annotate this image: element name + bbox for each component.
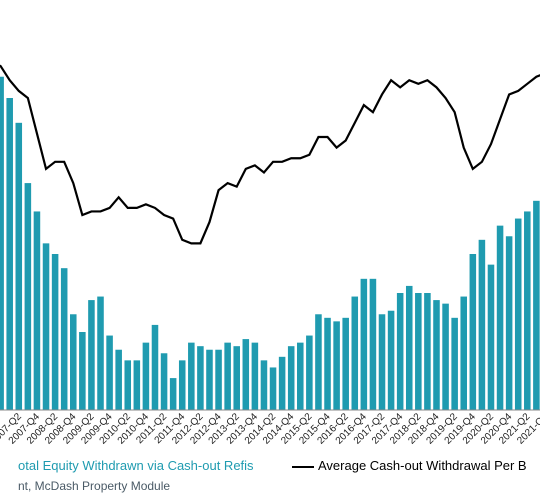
legend-bars-label: otal Equity Withdrawn via Cash-out Refis xyxy=(18,458,254,473)
bar-2008-Q2 xyxy=(51,254,59,410)
bar-2017-Q4 xyxy=(396,293,404,410)
bar-2020-Q3 xyxy=(496,225,504,410)
bar-2019-Q1 xyxy=(442,303,449,410)
bar-2007-Q1 xyxy=(6,98,13,410)
bar-2020-Q4 xyxy=(505,236,513,410)
bar-2018-Q2 xyxy=(415,293,422,410)
bar-2012-Q1 xyxy=(188,342,195,410)
bar-2021-Q1 xyxy=(514,218,522,410)
bar-2009-Q1 xyxy=(79,332,86,410)
bar-2020-Q1 xyxy=(478,239,486,410)
bar-2012-Q2 xyxy=(197,346,204,410)
bar-2021-Q2 xyxy=(524,211,531,410)
bar-2014-Q1 xyxy=(260,360,268,410)
source-note: nt, McDash Property Module xyxy=(18,479,171,493)
legend-line-label: Average Cash-out Withdrawal Per B xyxy=(318,458,527,473)
legend-line-swatch xyxy=(292,466,314,468)
bar-2013-Q2 xyxy=(233,346,240,410)
bar-2020-Q2 xyxy=(487,264,495,410)
bar-2014-Q3 xyxy=(278,356,286,410)
bar-2007-Q4 xyxy=(33,211,41,410)
bar-2008-Q4 xyxy=(70,314,77,410)
bar-2008-Q3 xyxy=(60,268,68,410)
bar-2008-Q1 xyxy=(42,243,50,410)
bar-2021-Q3 xyxy=(533,200,540,410)
bar-2018-Q3 xyxy=(424,293,431,410)
bar-2019-Q3 xyxy=(460,296,467,410)
x-tick-labels: 2007-Q22007-Q42008-Q22008-Q42009-Q22009-… xyxy=(0,411,540,447)
bar-2015-Q3 xyxy=(315,314,322,410)
bar-2017-Q3 xyxy=(387,310,395,410)
bar-2007-Q2 xyxy=(15,122,23,410)
bar-2011-Q1 xyxy=(151,324,159,410)
bars-layer xyxy=(0,76,540,410)
bar-2010-Q4 xyxy=(142,342,150,410)
bar-2018-Q1 xyxy=(405,285,413,410)
bar-2014-Q2 xyxy=(269,367,277,410)
line-series-average-withdrawal xyxy=(0,64,540,245)
bar-2006-Q4 xyxy=(0,76,4,410)
bar-2012-Q4 xyxy=(215,349,222,410)
bar-2016-Q1 xyxy=(333,321,340,410)
bar-2017-Q1 xyxy=(369,278,377,410)
bar-2009-Q2 xyxy=(88,300,95,410)
bar-2014-Q4 xyxy=(287,346,295,410)
bar-2010-Q3 xyxy=(133,360,141,410)
bar-2010-Q1 xyxy=(115,349,122,410)
bar-2011-Q3 xyxy=(169,378,177,410)
bar-2009-Q3 xyxy=(97,296,104,410)
bar-2013-Q4 xyxy=(251,342,259,410)
bar-2011-Q2 xyxy=(160,353,168,410)
bar-2010-Q2 xyxy=(124,360,132,410)
bar-2015-Q1 xyxy=(297,342,304,410)
bar-2017-Q2 xyxy=(378,314,386,410)
bar-2013-Q1 xyxy=(224,342,231,410)
bar-2018-Q4 xyxy=(433,300,440,410)
bar-2009-Q4 xyxy=(106,335,113,410)
bar-2013-Q3 xyxy=(242,339,250,410)
bar-2015-Q4 xyxy=(324,317,331,410)
bar-2019-Q2 xyxy=(451,317,458,410)
bar-2019-Q4 xyxy=(469,254,477,410)
bar-2007-Q3 xyxy=(24,183,32,410)
bar-2015-Q2 xyxy=(306,335,313,410)
bar-2011-Q4 xyxy=(178,360,186,410)
bar-2012-Q3 xyxy=(206,349,213,410)
bar-2016-Q2 xyxy=(342,317,349,410)
bar-2016-Q4 xyxy=(360,278,368,410)
bar-2016-Q3 xyxy=(351,296,359,410)
